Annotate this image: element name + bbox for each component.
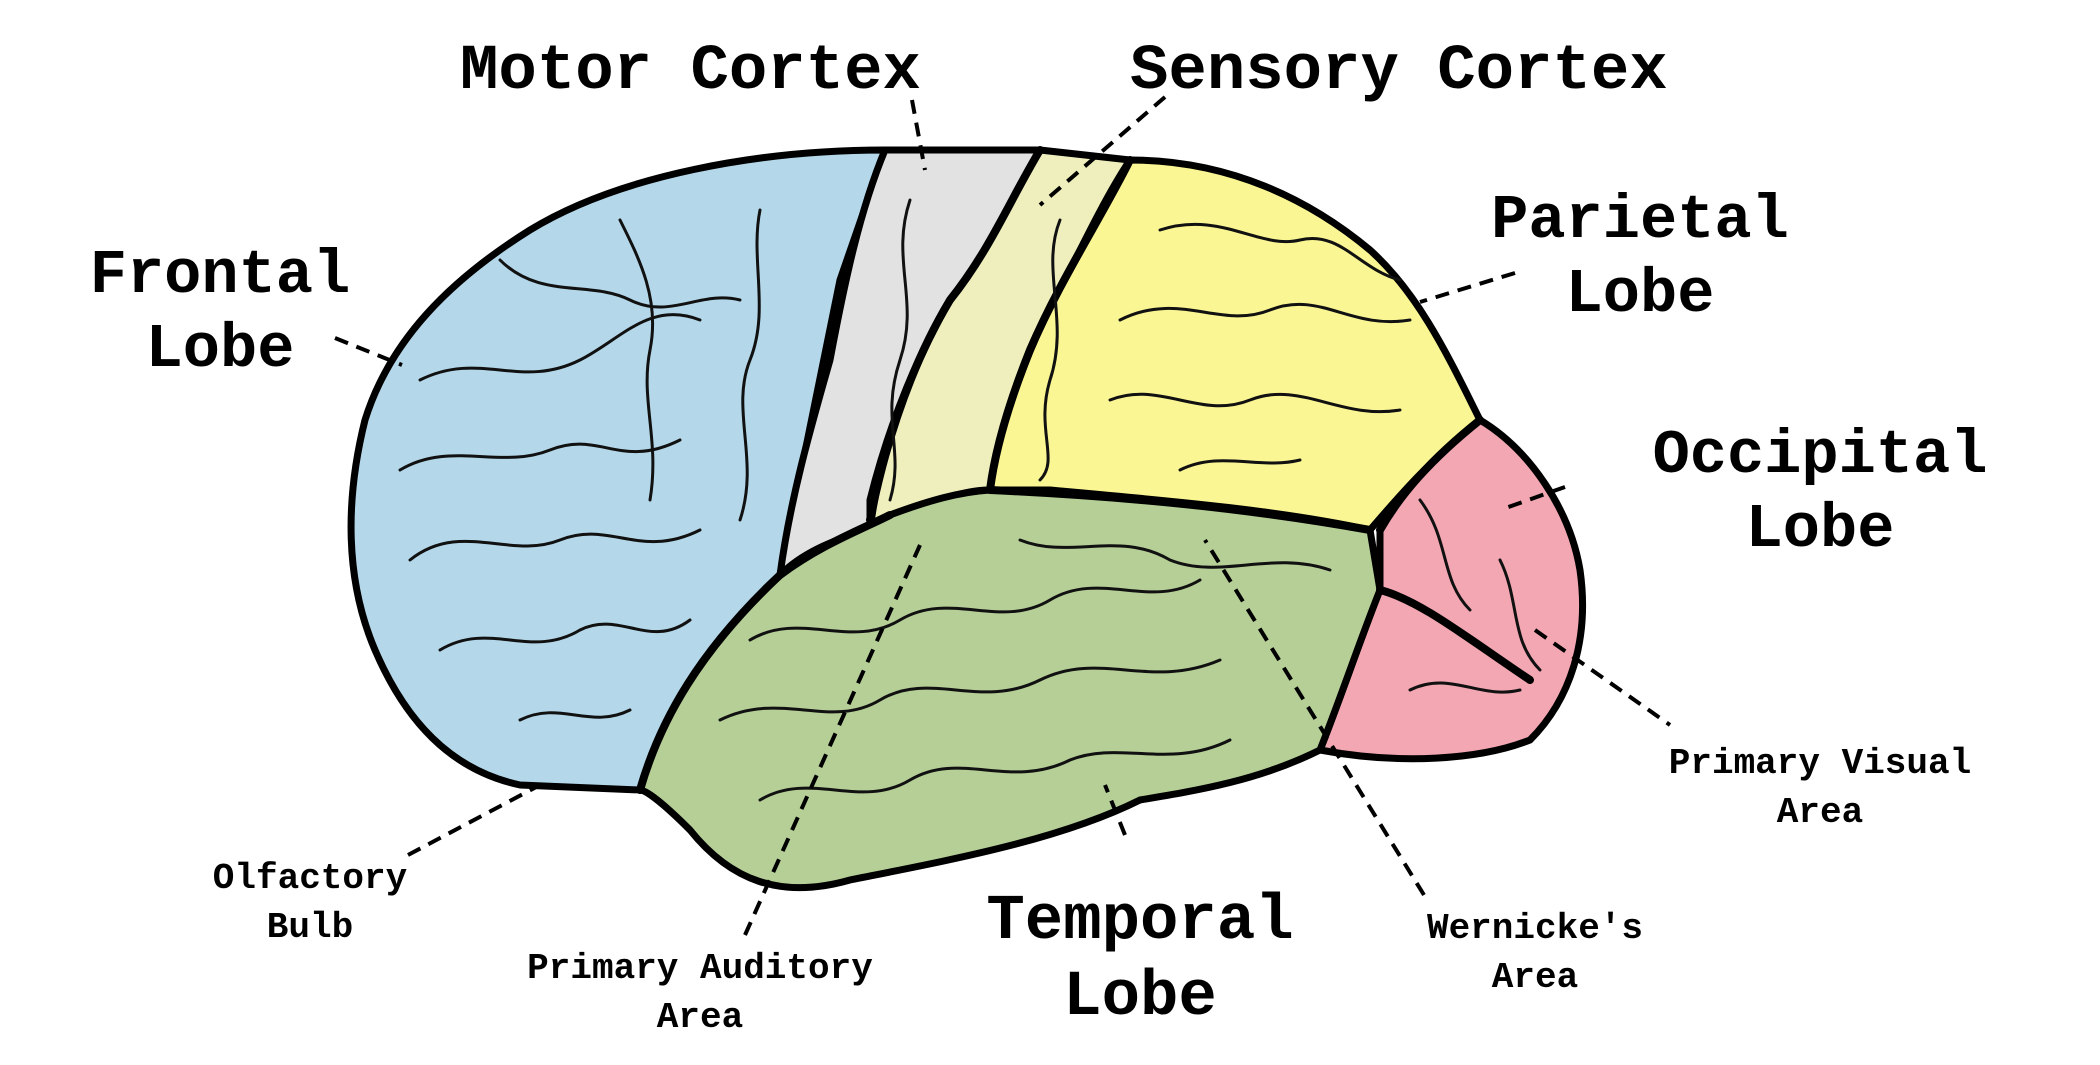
olfactory-bulb-line-1: Olfactory [212, 858, 408, 899]
frontal-lobe-line-2: Lobe [145, 314, 295, 385]
olfactory-bulb-label: Olfactory Bulb [180, 855, 440, 952]
wernickes-area-line-1: Wernicke's [1426, 908, 1644, 949]
occipital-lobe-label: Occipital Lobe [1625, 425, 2015, 561]
primary-visual-area-line-2: Area [1776, 791, 1864, 833]
primary-auditory-area-label: Primary Auditory Area [490, 945, 910, 1042]
occipital-lobe-line-2: Lobe [1745, 494, 1895, 565]
frontal-lobe-label: Frontal Lobe [70, 245, 370, 381]
parietal-lobe-line-2: Lobe [1565, 259, 1715, 330]
temporal-lobe-label: Temporal Lobe [960, 890, 1320, 1030]
primary-visual-area-line-1: Primary Visual [1668, 743, 1972, 784]
primary-auditory-area-line-2: Area [656, 996, 744, 1038]
sensory-cortex-label: Sensory Cortex [1130, 40, 1668, 104]
temporal-lobe-line-2: Lobe [1063, 962, 1217, 1034]
motor-cortex-text: Motor Cortex [460, 36, 921, 108]
frontal-lobe-line-1: Frontal [89, 240, 351, 311]
wernickes-area-label: Wernicke's Area [1390, 905, 1680, 1002]
wernickes-area-line-2: Area [1491, 956, 1579, 998]
sensory-cortex-text: Sensory Cortex [1130, 36, 1668, 108]
primary-auditory-area-line-1: Primary Auditory [527, 948, 873, 989]
primary-visual-area-label: Primary Visual Area [1630, 740, 2010, 837]
parietal-lobe-line-1: Parietal [1491, 185, 1789, 256]
olfactory-bulb-line-2: Bulb [266, 906, 354, 948]
temporal-lobe-line-1: Temporal [986, 886, 1294, 958]
motor-cortex-label: Motor Cortex [460, 40, 921, 104]
parietal-lobe-label: Parietal Lobe [1465, 190, 1815, 326]
occipital-lobe-line-1: Occipital [1652, 420, 1988, 491]
